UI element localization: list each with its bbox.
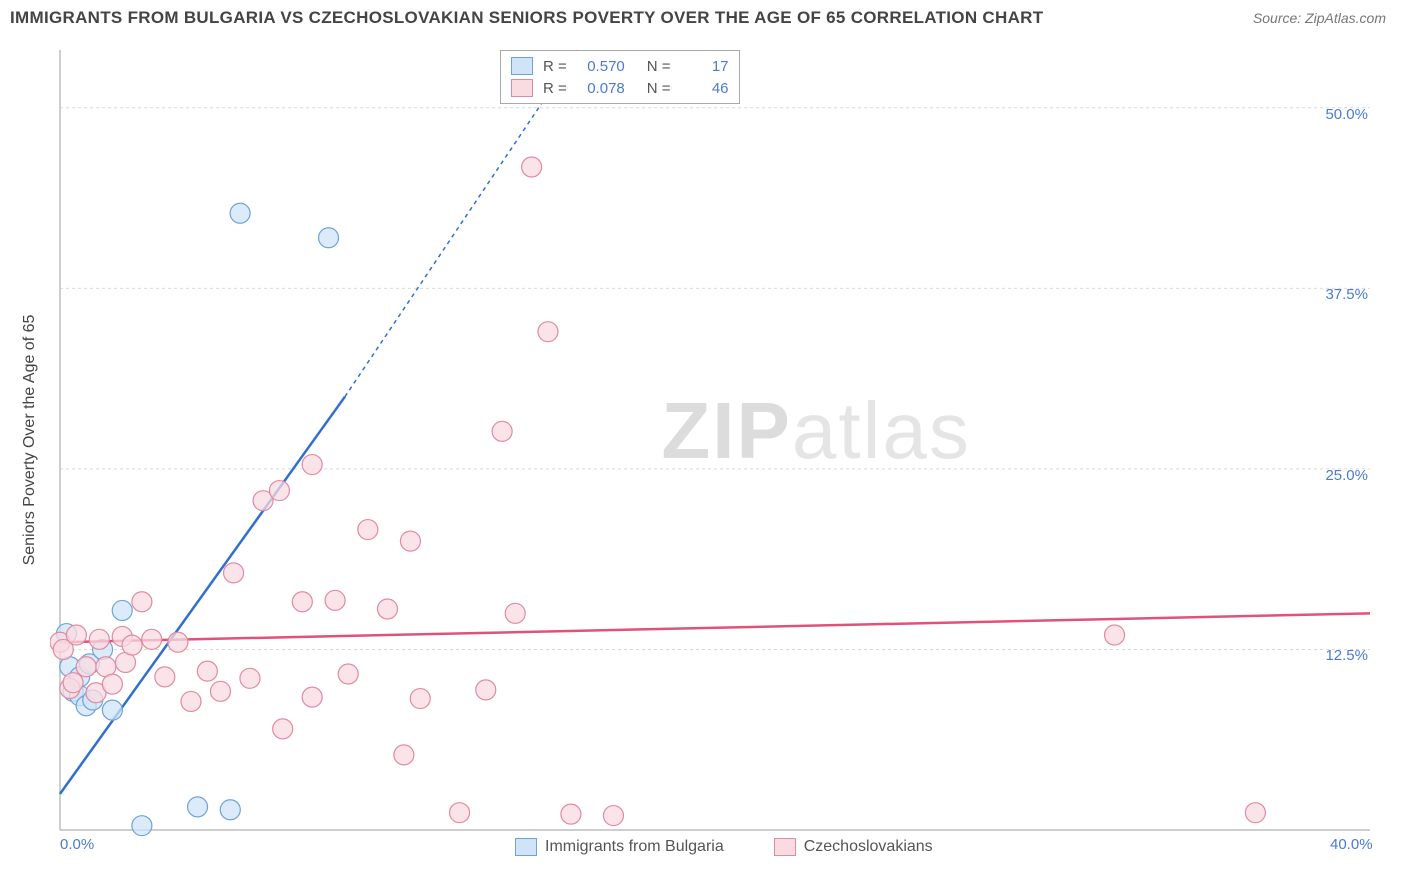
legend-swatch-czech: [774, 838, 796, 856]
data-point-czech: [325, 590, 345, 610]
chart-area: Seniors Poverty Over the Age of 65 ZIPat…: [50, 40, 1380, 840]
legend-swatch-bulgaria: [515, 838, 537, 856]
stat-n-value: 17: [681, 58, 729, 75]
data-point-bulgaria: [319, 228, 339, 248]
data-point-czech: [492, 421, 512, 441]
data-point-czech: [210, 681, 230, 701]
stat-n-value: 46: [681, 80, 729, 97]
data-point-czech: [505, 603, 525, 623]
data-point-czech: [66, 625, 86, 645]
data-point-czech: [302, 455, 322, 475]
data-point-czech: [240, 668, 260, 688]
stat-r-label: R =: [543, 80, 567, 97]
data-point-czech: [76, 657, 96, 677]
data-point-czech: [89, 629, 109, 649]
data-point-czech: [155, 667, 175, 687]
x-tick-label: 0.0%: [60, 836, 94, 853]
legend-label: Immigrants from Bulgaria: [545, 838, 724, 856]
y-tick-label: 50.0%: [1325, 106, 1368, 123]
stat-r-value: 0.570: [577, 58, 625, 75]
legend-label: Czechoslovakians: [804, 838, 933, 856]
data-point-czech: [168, 632, 188, 652]
data-point-czech: [538, 322, 558, 342]
data-point-czech: [561, 804, 581, 824]
y-axis-title: Seniors Poverty Over the Age of 65: [21, 315, 39, 566]
stats-legend: R = 0.570 N = 17 R = 0.078 N = 46: [500, 50, 740, 104]
x-tick-label: 40.0%: [1330, 836, 1373, 853]
data-point-czech: [197, 661, 217, 681]
data-point-czech: [63, 673, 83, 693]
data-point-czech: [603, 806, 623, 826]
source-attribution: Source: ZipAtlas.com: [1253, 10, 1386, 26]
data-point-czech: [394, 745, 414, 765]
data-point-czech: [302, 687, 322, 707]
data-point-bulgaria: [230, 203, 250, 223]
data-point-czech: [132, 592, 152, 612]
y-tick-label: 37.5%: [1325, 286, 1368, 303]
data-point-czech: [522, 157, 542, 177]
data-point-czech: [450, 803, 470, 823]
data-point-bulgaria: [220, 800, 240, 820]
data-point-czech: [292, 592, 312, 612]
stat-n-label: N =: [647, 80, 671, 97]
data-point-czech: [378, 599, 398, 619]
legend-item-bulgaria: Immigrants from Bulgaria: [515, 838, 724, 856]
data-point-czech: [122, 635, 142, 655]
y-tick-label: 12.5%: [1325, 647, 1368, 664]
stat-row-czech: R = 0.078 N = 46: [511, 77, 729, 99]
data-point-bulgaria: [102, 700, 122, 720]
regression-line-czech: [60, 613, 1370, 642]
stat-n-label: N =: [647, 58, 671, 75]
swatch-czech: [511, 79, 533, 97]
stat-row-bulgaria: R = 0.570 N = 17: [511, 55, 729, 77]
data-point-czech: [273, 719, 293, 739]
stat-r-label: R =: [543, 58, 567, 75]
data-point-czech: [142, 629, 162, 649]
stat-r-value: 0.078: [577, 80, 625, 97]
data-point-czech: [181, 691, 201, 711]
data-point-czech: [476, 680, 496, 700]
data-point-czech: [224, 563, 244, 583]
data-point-czech: [1245, 803, 1265, 823]
data-point-bulgaria: [188, 797, 208, 817]
data-point-czech: [358, 520, 378, 540]
data-point-bulgaria: [112, 600, 132, 620]
scatter-plot: [50, 40, 1380, 840]
data-point-czech: [102, 674, 122, 694]
data-point-czech: [410, 689, 430, 709]
data-point-bulgaria: [132, 816, 152, 836]
swatch-bulgaria: [511, 57, 533, 75]
data-point-czech: [1105, 625, 1125, 645]
y-tick-label: 25.0%: [1325, 467, 1368, 484]
data-point-czech: [338, 664, 358, 684]
data-point-czech: [269, 481, 289, 501]
data-point-czech: [400, 531, 420, 551]
series-legend: Immigrants from Bulgaria Czechoslovakians: [515, 838, 933, 856]
legend-item-czech: Czechoslovakians: [774, 838, 933, 856]
chart-title: IMMIGRANTS FROM BULGARIA VS CZECHOSLOVAK…: [10, 8, 1043, 28]
